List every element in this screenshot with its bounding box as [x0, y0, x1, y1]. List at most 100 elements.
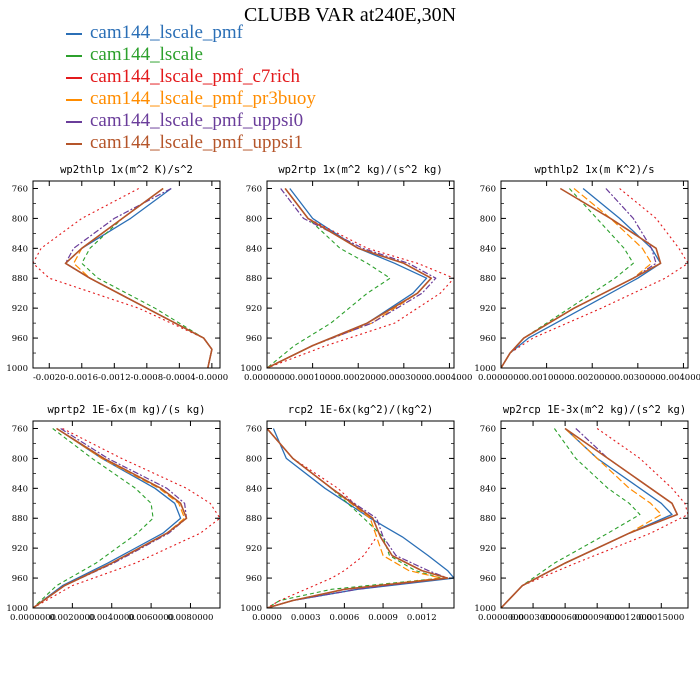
legend-label: cam144_lscale_pmf_pr3buoy: [90, 88, 316, 109]
x-tick-label: 0.0040000: [89, 613, 135, 623]
series-line: [501, 427, 679, 608]
y-tick-label: 1000: [240, 364, 262, 374]
y-tick-label: 760: [480, 424, 496, 434]
x-tick-label: 0.0006000: [542, 613, 588, 623]
y-tick-label: 760: [246, 424, 262, 434]
y-tick-label: 1000: [474, 604, 496, 614]
y-tick-label: 800: [12, 454, 28, 464]
panel: wpthlp2 1x(m K^2)/s 760 800 840 880 920 960 100…: [474, 164, 700, 383]
series-line: [33, 428, 154, 608]
y-tick-label: 1000: [6, 364, 28, 374]
series-line: [33, 428, 220, 608]
y-tick-label: 800: [246, 454, 262, 464]
series-line: [267, 427, 449, 608]
x-tick-label: -0.0004: [163, 373, 196, 383]
x-tick-label: 0.0009000: [574, 613, 620, 623]
plot-frame: [500, 180, 689, 369]
plot-frame: [500, 420, 689, 609]
legend-label: cam144_lscale_pmf_uppsi1: [90, 132, 304, 153]
plot-frame: [266, 420, 455, 609]
y-tick-label: 840: [12, 484, 28, 494]
series-line: [33, 427, 188, 608]
x-tick-label: -0.0012: [98, 373, 131, 383]
plot-frame: [266, 180, 455, 369]
panel: wp2rcp 1E-3x(m^2 kg)/(s^2 kg) 760 800 840 88…: [474, 404, 689, 623]
series-line: [33, 427, 186, 608]
series-line: [64, 187, 213, 368]
series-line: [501, 187, 662, 368]
legend-label: cam144_lscale_pmf: [90, 22, 244, 43]
panel-title: wpthlp2 1x(m K^2)/s: [534, 164, 654, 176]
plot-frame: [32, 180, 221, 369]
series-line: [501, 428, 662, 608]
panel: rcp2 1E-6x(kg^2)/(kg^2) 760 800 840 880 920 96…: [240, 404, 455, 623]
series-line: [501, 428, 678, 608]
legend-label: cam144_lscale_pmf_c7rich: [90, 66, 300, 87]
legend-swatch: [66, 33, 82, 35]
series-line: [33, 427, 182, 608]
panel-title: wp2thlp 1x(m^2 K)/s^2: [60, 164, 193, 176]
y-tick-label: 840: [480, 484, 496, 494]
series-line: [33, 427, 188, 608]
legend-swatch: [66, 143, 82, 145]
y-tick-label: 920: [246, 544, 262, 554]
x-tick-label: -0.0016: [65, 373, 98, 383]
legend-swatch: [66, 77, 82, 79]
y-tick-label: 800: [12, 214, 28, 224]
legend-swatch: [66, 121, 82, 123]
x-tick-label: 0.0001000: [290, 373, 336, 383]
panel: wprtp2 1E-6x(m kg)/(s kg) 760 800 840 880 920…: [6, 404, 221, 623]
x-tick-label: -0.0020: [33, 373, 66, 383]
y-tick-label: 960: [12, 334, 28, 344]
panel-title: wprtp2 1E-6x(m kg)/(s kg): [47, 404, 205, 416]
x-tick-label: 0.0000000: [478, 613, 524, 623]
x-tick-label: 0.0004000: [426, 373, 472, 383]
series-line: [64, 187, 213, 368]
panel-title: wp2rtp 1x(m^2 kg)/(s^2 kg): [278, 164, 442, 176]
x-tick-label: 0.0010000: [524, 373, 570, 383]
x-tick-label: 0.0003000: [510, 613, 556, 623]
panel: wp2rtp 1x(m^2 kg)/(s^2 kg) 760 800 840 880 92…: [240, 164, 472, 383]
x-tick-label: 0.0030000: [615, 373, 661, 383]
x-tick-label: 0.0000000: [478, 373, 524, 383]
series-line: [501, 428, 673, 608]
series-line: [73, 188, 213, 368]
y-tick-label: 760: [12, 424, 28, 434]
y-tick-label: 920: [480, 304, 496, 314]
y-tick-label: 920: [480, 544, 496, 554]
series-line: [64, 187, 213, 368]
y-tick-label: 800: [246, 214, 262, 224]
y-tick-label: 920: [12, 544, 28, 554]
legend-swatch: [66, 55, 82, 57]
x-tick-label: 0.0020000: [569, 373, 615, 383]
series-line: [267, 188, 433, 368]
y-tick-label: 1000: [6, 604, 28, 614]
y-tick-label: 880: [12, 274, 28, 284]
y-tick-label: 880: [246, 514, 262, 524]
x-tick-label: 0.0000: [252, 613, 282, 623]
x-tick-label: 0.0002000: [335, 373, 381, 383]
series-line: [501, 428, 688, 608]
y-tick-label: 840: [246, 484, 262, 494]
x-tick-label: 0.0020000: [49, 613, 95, 623]
series-line: [81, 188, 213, 368]
y-tick-label: 1000: [474, 364, 496, 374]
x-tick-label: 0.0015000: [638, 613, 684, 623]
x-tick-label: -0.0000: [196, 373, 229, 383]
legend-label: cam144_lscale_pmf_uppsi0: [90, 110, 304, 131]
y-tick-label: 880: [480, 514, 496, 524]
series-line: [501, 188, 634, 368]
y-tick-label: 920: [246, 304, 262, 314]
x-tick-label: 0.0080000: [167, 613, 213, 623]
y-tick-label: 800: [480, 214, 496, 224]
y-tick-label: 960: [480, 334, 496, 344]
x-tick-label: 0.0006: [330, 613, 360, 623]
series-line: [267, 428, 454, 608]
y-tick-label: 760: [12, 184, 28, 194]
panel-title: wp2rcp 1E-3x(m^2 kg)/(s^2 kg): [503, 404, 686, 416]
x-tick-label: 0.0009: [368, 613, 398, 623]
y-tick-label: 800: [480, 454, 496, 464]
x-tick-label: 0.0000000: [10, 613, 56, 623]
y-tick-label: 760: [246, 184, 262, 194]
